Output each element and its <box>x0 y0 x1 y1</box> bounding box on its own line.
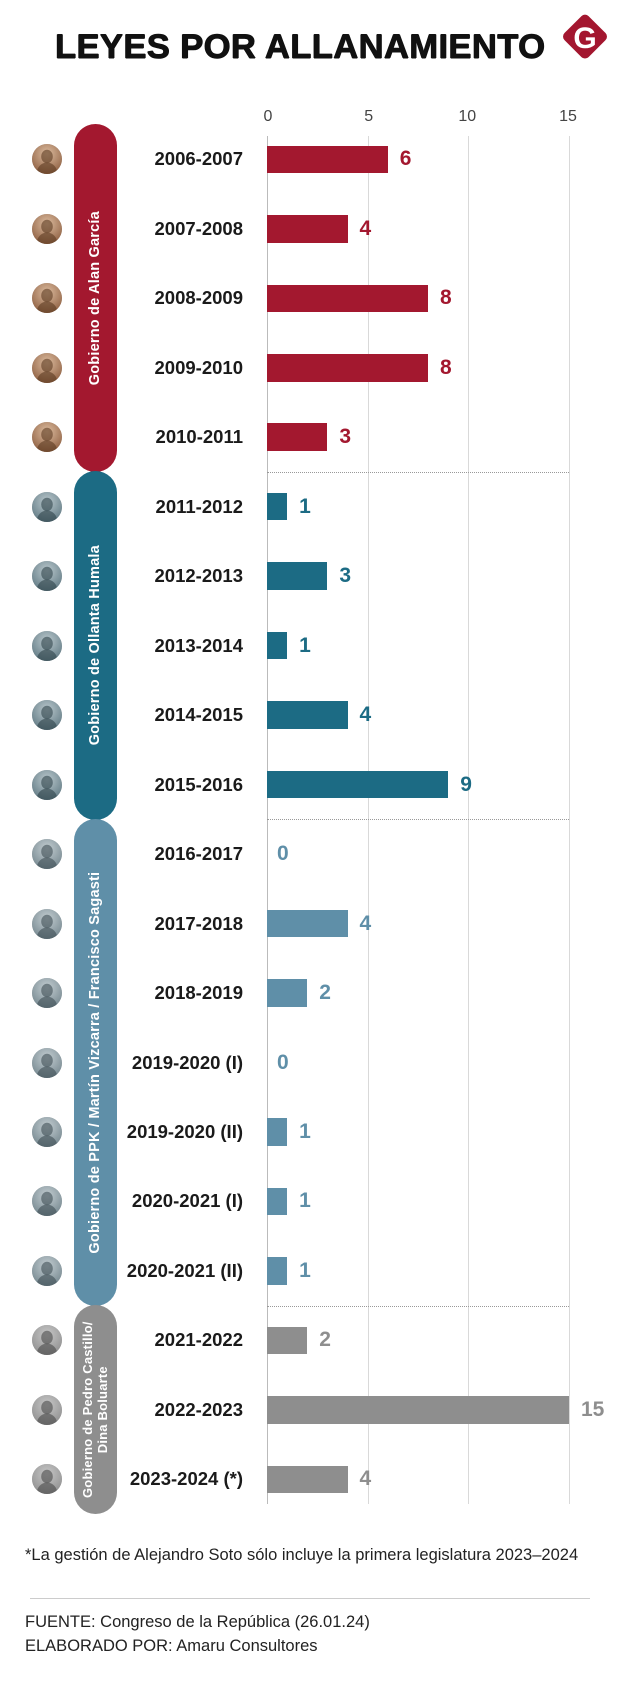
svg-text:G: G <box>573 22 596 55</box>
